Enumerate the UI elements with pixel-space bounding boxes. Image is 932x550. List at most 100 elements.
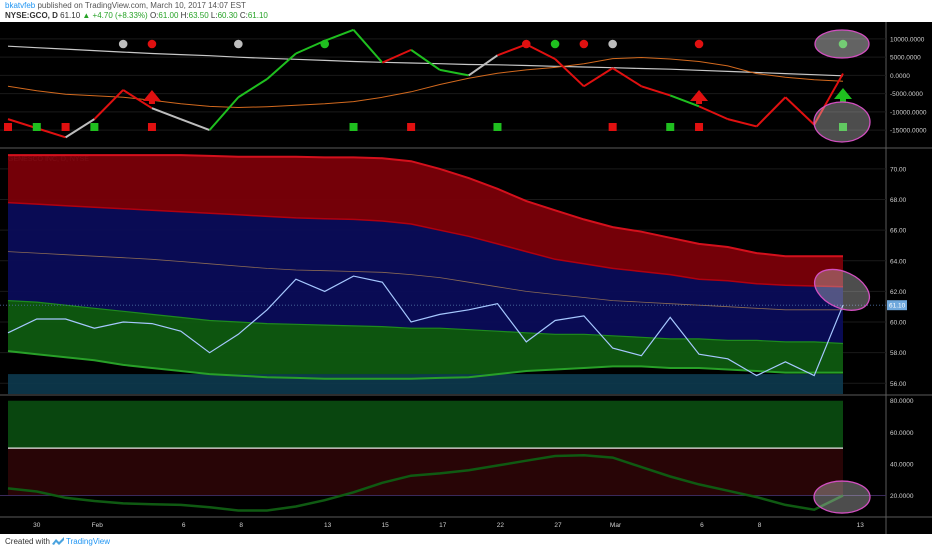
x-tick-label: 27 [554, 522, 562, 529]
signal-line-segment [180, 118, 210, 131]
chart-canvas[interactable]: 10000.0000 5000.0000 0.0000 -5000.0000 -1000… [0, 22, 932, 534]
signal-square [493, 123, 502, 131]
signal-line-segment [525, 43, 556, 60]
ohlc-line: NYSE:GCO, D 61.10 ▲ +4.70 (+8.33%) O:61.… [5, 11, 268, 20]
signal-line-segment [583, 67, 614, 88]
signal-dot [694, 39, 704, 49]
y-tick-label: 60.0000 [890, 430, 914, 437]
middle-blue-band [8, 202, 843, 344]
x-tick-label: 17 [439, 522, 447, 529]
price-line [7, 275, 844, 377]
y-tick-label: 5000.0000 [890, 55, 921, 62]
signal-dot [118, 39, 128, 49]
lower-green-band [8, 300, 843, 379]
open-value: 61.00 [158, 11, 179, 20]
signal-line-segment [122, 89, 153, 110]
x-tick-label: 15 [382, 522, 390, 529]
price-change: ▲ +4.70 (+8.33%) [82, 11, 148, 20]
signal-line-segment [727, 118, 757, 128]
y-tick-label: 80.0000 [890, 398, 914, 405]
highlight-ellipse [814, 29, 870, 59]
signal-line-segment [93, 89, 124, 120]
x-tick-label: 8 [239, 522, 243, 529]
middle-ma-line [7, 251, 843, 311]
y-tick-label: -5000.0000 [890, 91, 923, 98]
footer: Created with TradingView [0, 534, 932, 550]
signal-dot [579, 39, 589, 49]
signal-arrow-icon [690, 90, 709, 104]
y-tick-label: 70.00 [890, 166, 907, 173]
x-tick-label: Mar [610, 522, 622, 529]
signal-line-segment [65, 118, 95, 139]
signal-line-segment [237, 78, 268, 99]
x-tick-label: 13 [324, 522, 332, 529]
signal-line-segment [641, 85, 671, 97]
signal-dot [147, 39, 157, 49]
x-tick-label: 22 [497, 522, 505, 529]
last-price-tag-label: 61.10 [889, 303, 906, 310]
oversold-zone [8, 448, 843, 496]
high-value: 63.50 [188, 11, 209, 20]
tradingview-logo-icon [52, 537, 64, 545]
last-price-tag [887, 300, 907, 311]
y-tick-label: 58.00 [890, 350, 907, 357]
signal-dot [234, 39, 243, 49]
last-price: 61.10 [60, 11, 81, 20]
signal-line-segment [698, 105, 729, 121]
y-tick-label: -10000.0000 [890, 109, 927, 116]
signal-line-segment [439, 68, 469, 77]
orange-ma-line [7, 56, 844, 109]
signal-line-segment [295, 39, 326, 55]
publish-line: bkatvfeb published on TradingView.com, M… [5, 1, 246, 10]
y-tick-label: 56.00 [890, 381, 907, 388]
publish-header: bkatvfeb published on TradingView.com, M… [0, 0, 932, 22]
signal-line-segment [266, 52, 297, 80]
x-tick-label: 6 [182, 522, 186, 529]
signal-line-segment [784, 96, 815, 126]
signal-line-segment [497, 43, 527, 57]
y-tick-label: 68.00 [890, 197, 907, 204]
overbought-zone [8, 400, 843, 449]
close-label: C: [239, 11, 248, 20]
highlight-ellipse [813, 101, 871, 143]
signal-line-segment [352, 29, 384, 64]
signal-square [349, 123, 358, 131]
symbol-label: NYSE:GCO, D [5, 11, 58, 20]
highlight-ellipse [813, 268, 871, 311]
tradingview-link[interactable]: TradingView [66, 537, 111, 546]
signal-line-segment [410, 49, 441, 71]
signal-line-segment [813, 73, 844, 126]
x-tick-label: 6 [700, 522, 704, 529]
low-value: 60.30 [217, 11, 238, 20]
signal-line-segment [151, 107, 182, 121]
y-tick-label: 0.0000 [890, 73, 910, 80]
signal-square [32, 123, 41, 131]
x-tick-label: 8 [758, 522, 762, 529]
signal-square [147, 123, 156, 131]
signal-line-segment [324, 28, 354, 42]
y-tick-label: -15000.0000 [890, 128, 927, 135]
y-tick-label: 62.00 [890, 289, 907, 296]
author-link[interactable]: bkatvfeb [5, 1, 36, 10]
low-label: L: [210, 11, 218, 20]
volume-band [8, 374, 843, 394]
signal-line-segment [208, 96, 240, 131]
x-tick-label: 13 [857, 522, 865, 529]
upper-band-edge [8, 154, 843, 258]
upper-red-band [8, 155, 843, 287]
chart-area[interactable]: 10000.0000 5000.0000 0.0000 -5000.0000 -1000… [0, 22, 932, 534]
grey-ma-line [7, 45, 844, 77]
signal-dot [550, 39, 560, 49]
signal-line-segment [755, 96, 787, 128]
y-tick-label: 64.00 [890, 258, 907, 265]
high-label: H: [180, 11, 189, 20]
signal-square [695, 123, 704, 131]
y-tick-label: 60.00 [890, 320, 907, 327]
y-tick-label: 66.00 [890, 228, 907, 235]
created-with-label: Created with [5, 537, 50, 546]
signal-square [608, 123, 617, 131]
signal-square [407, 123, 416, 131]
x-tick-label: Feb [92, 522, 104, 529]
signal-line-segment [468, 54, 499, 77]
highlight-ellipse [813, 480, 871, 514]
